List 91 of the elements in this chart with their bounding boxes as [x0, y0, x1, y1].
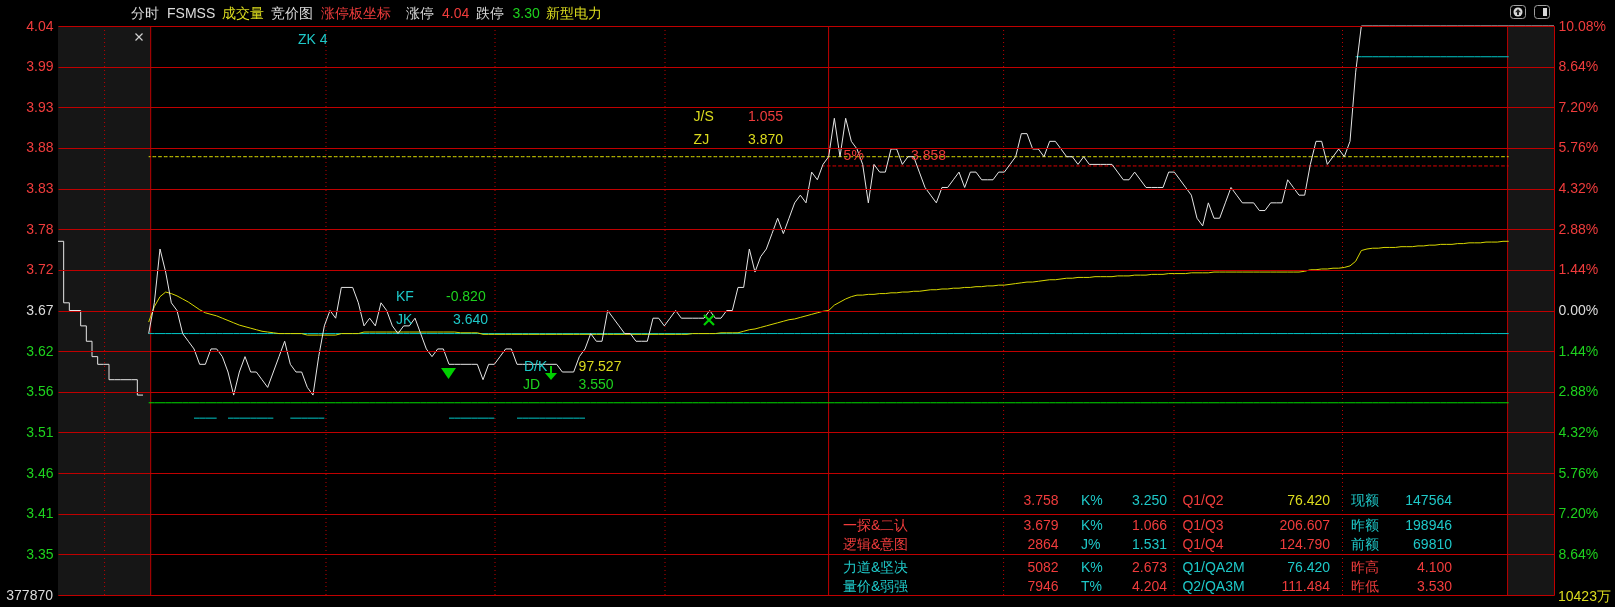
annotation: ZK 4 [298, 31, 328, 47]
annotation: 3.870 [748, 131, 784, 147]
annotation: Q2/QA3M [1182, 577, 1245, 594]
annotation: 3.679 [1023, 516, 1059, 533]
text: 4.04 [442, 4, 470, 21]
y-tick-label: 3.88 [26, 139, 54, 156]
text: FSMSS [167, 4, 216, 21]
annotation: 昨额 [1351, 516, 1380, 533]
text: 10423万 [1558, 587, 1611, 604]
text: 竞价图 [271, 4, 314, 21]
annotation: Q1/Q4 [1182, 536, 1224, 553]
annotation: JD [523, 376, 541, 392]
annotation: 2.673 [1131, 558, 1167, 575]
y2-tick-label: 8.64% [1558, 58, 1599, 75]
annotation: 昨低 [1351, 577, 1380, 594]
annotation: 198946 [1405, 516, 1452, 533]
annotation: 124.790 [1279, 536, 1330, 553]
annotation: 7946 [1027, 577, 1059, 594]
annotation: 逻辑&意图 [843, 536, 909, 553]
y2-tick-label: 4.32% [1558, 423, 1599, 440]
y-tick-label: 3.46 [26, 464, 54, 481]
annotation: 1.531 [1131, 536, 1167, 553]
y2-tick-label: 7.20% [1558, 505, 1599, 522]
annotation: 3.758 [1023, 492, 1059, 509]
annotation: 147564 [1405, 492, 1452, 509]
annotation: J/S [693, 108, 714, 124]
annotation: 前额 [1351, 536, 1380, 553]
y-tick-label: 4.04 [26, 17, 54, 34]
annotation: 3.550 [578, 376, 614, 392]
annotation: J% [1081, 536, 1101, 553]
annotation: 昨高 [1351, 558, 1380, 575]
annotation: 111.484 [1281, 577, 1330, 594]
y-tick-label: 3.72 [26, 261, 54, 278]
annotation: 3.250 [1131, 492, 1167, 509]
y2-tick-label: 1.44% [1558, 342, 1599, 359]
annotation: T% [1081, 577, 1102, 594]
y2-tick-label: 5.76% [1558, 464, 1599, 481]
annotation: 2864 [1027, 536, 1059, 553]
text: 377870 [6, 587, 53, 604]
y2-tick-label: 10.08% [1558, 17, 1606, 34]
annotation: 4.204 [1131, 577, 1167, 594]
y-tick-label: 3.56 [26, 383, 54, 400]
y2-tick-label: 7.20% [1558, 98, 1599, 115]
annotation: 现额 [1351, 492, 1380, 509]
text: 新型电力 [546, 4, 603, 21]
annotation: 3.530 [1416, 577, 1452, 594]
y-tick-label: 3.99 [26, 58, 54, 75]
annotation: 量价&弱强 [843, 577, 909, 594]
text: 3.30 [512, 4, 540, 21]
annotation: 97.527 [578, 358, 622, 374]
annotation: Q1/QA2M [1182, 558, 1245, 575]
y2-tick-label: 1.44% [1558, 261, 1599, 278]
annotation: 4.100 [1416, 558, 1452, 575]
annotation: K% [1081, 558, 1103, 575]
annotation: 一探&二认 [843, 516, 909, 533]
annotation: 3.640 [453, 311, 489, 327]
annotation: Q1/Q2 [1182, 492, 1224, 509]
text: 涨停 [406, 4, 434, 21]
annotation: K% [1081, 492, 1103, 509]
y-tick-label: 3.51 [26, 423, 54, 440]
y-tick-label: 3.62 [26, 342, 54, 359]
text: 成交量 [221, 4, 264, 21]
annotation: ZJ [693, 131, 710, 147]
annotation: -0.820 [446, 288, 486, 305]
y2-tick-label: 0.00% [1558, 302, 1599, 318]
y-tick-label: 3.78 [26, 220, 54, 237]
y-tick-label: 3.41 [26, 505, 54, 522]
y2-tick-label: 2.88% [1558, 220, 1599, 237]
annotation: 76.420 [1287, 558, 1330, 575]
y2-tick-label: 2.88% [1558, 383, 1599, 400]
text: 涨停板坐标 [320, 4, 391, 21]
annotation: K% [1081, 516, 1103, 533]
annotation: 1.066 [1131, 516, 1167, 533]
text: 跌停 [475, 4, 504, 21]
y2-tick-label: 4.32% [1558, 180, 1599, 197]
annotation: KF [396, 288, 414, 305]
annotation: 206.607 [1279, 516, 1330, 533]
annotation: 76.420 [1287, 492, 1330, 509]
annotation: Q1/Q3 [1182, 516, 1224, 533]
y2-tick-label: 5.76% [1558, 139, 1599, 156]
annotation: 力道&坚决 [843, 558, 909, 575]
text: 分时 [131, 4, 159, 21]
annotation: 5082 [1027, 558, 1059, 575]
annotation: 69810 [1413, 536, 1452, 553]
y-tick-label: 3.83 [26, 180, 54, 197]
y2-tick-label: 8.64% [1558, 545, 1599, 562]
y-tick-label: 3.67 [26, 302, 54, 318]
annotation: JK [396, 311, 413, 327]
y-tick-label: 3.93 [26, 98, 54, 115]
y-tick-label: 3.35 [26, 545, 54, 562]
annotation: 1.055 [748, 108, 784, 124]
